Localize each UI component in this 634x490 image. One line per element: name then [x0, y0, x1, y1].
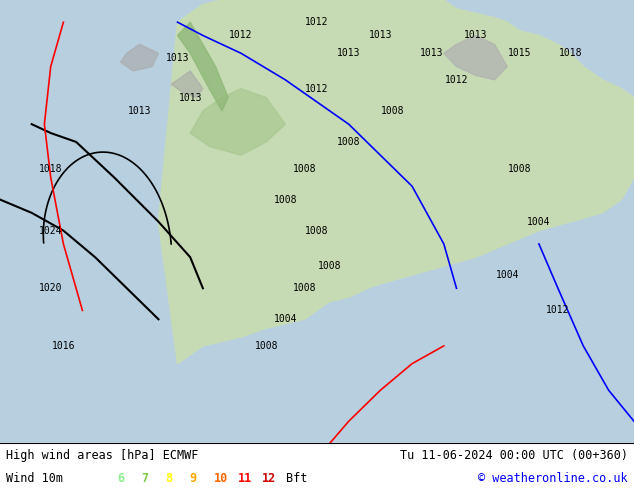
Text: 1008: 1008 — [305, 225, 329, 236]
Text: 1008: 1008 — [508, 164, 532, 173]
Polygon shape — [120, 44, 158, 71]
Polygon shape — [190, 89, 285, 155]
Text: 1015: 1015 — [508, 48, 532, 58]
Text: 1013: 1013 — [463, 30, 488, 41]
Text: 1008: 1008 — [381, 106, 405, 116]
Text: 1020: 1020 — [39, 283, 63, 293]
Text: 11: 11 — [238, 472, 252, 485]
Text: 1012: 1012 — [305, 84, 329, 94]
Text: 1008: 1008 — [292, 283, 316, 293]
Polygon shape — [158, 0, 634, 364]
Text: 9: 9 — [190, 472, 197, 485]
Text: 1016: 1016 — [51, 341, 75, 351]
Polygon shape — [171, 71, 203, 98]
Text: © weatheronline.co.uk: © weatheronline.co.uk — [478, 472, 628, 485]
Text: 10: 10 — [214, 472, 228, 485]
Text: 6: 6 — [117, 472, 124, 485]
Text: 1012: 1012 — [546, 305, 570, 316]
Polygon shape — [444, 35, 507, 80]
Text: 1008: 1008 — [273, 195, 297, 204]
Text: 1013: 1013 — [127, 106, 152, 116]
Text: 1008: 1008 — [292, 164, 316, 173]
Text: 1013: 1013 — [165, 52, 190, 63]
Text: Bft: Bft — [286, 472, 307, 485]
Text: 1018: 1018 — [559, 48, 583, 58]
Text: 12: 12 — [262, 472, 276, 485]
Text: 1004: 1004 — [527, 217, 551, 227]
Text: 1004: 1004 — [495, 270, 519, 280]
Text: 1013: 1013 — [337, 48, 361, 58]
Text: 1013: 1013 — [178, 93, 202, 102]
Text: 7: 7 — [141, 472, 148, 485]
Text: 8: 8 — [165, 472, 172, 485]
Text: 1012: 1012 — [305, 17, 329, 27]
Text: 1024: 1024 — [39, 225, 63, 236]
Text: 1012: 1012 — [444, 75, 469, 85]
Text: 1018: 1018 — [39, 164, 63, 173]
Text: 1013: 1013 — [419, 48, 443, 58]
Text: Tu 11-06-2024 00:00 UTC (00+360): Tu 11-06-2024 00:00 UTC (00+360) — [399, 448, 628, 462]
Text: Wind 10m: Wind 10m — [6, 472, 63, 485]
Text: 1013: 1013 — [368, 30, 392, 41]
Text: 1012: 1012 — [229, 30, 253, 41]
Text: 1008: 1008 — [337, 137, 361, 147]
Text: High wind areas [hPa] ECMWF: High wind areas [hPa] ECMWF — [6, 448, 198, 462]
Polygon shape — [178, 22, 228, 111]
Text: 1004: 1004 — [273, 314, 297, 324]
Text: 1008: 1008 — [318, 261, 342, 271]
Text: 1008: 1008 — [254, 341, 278, 351]
